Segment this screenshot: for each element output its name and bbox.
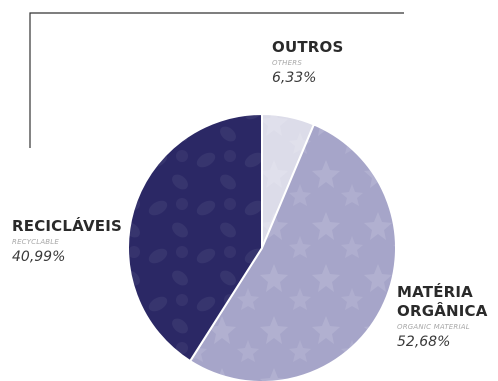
slice-materia-organica <box>188 123 397 381</box>
materia-sublabel: ORGANIC MATERIAL <box>397 323 470 331</box>
materia-name-line1: MATÉRIA <box>397 283 473 301</box>
label-materia-organica: MATÉRIA ORGÂNICA ORGANIC MATERIAL 52,68% <box>397 283 488 351</box>
slice-reciclaveis <box>127 112 263 363</box>
reciclaveis-name: RECICLÁVEIS <box>12 217 122 235</box>
pie-slices <box>127 112 397 381</box>
outros-name: OUTROS <box>272 38 344 56</box>
materia-percent: 52,68% <box>397 334 451 350</box>
materia-name-line2: ORGÂNICA <box>397 302 488 320</box>
reciclaveis-percent: 40,99% <box>12 249 66 265</box>
slice-materia-organica-texture <box>188 123 397 381</box>
frame-line <box>29 12 404 148</box>
label-reciclaveis: RECICLÁVEIS RECYCLABLE 40,99% <box>12 217 122 266</box>
reciclaveis-sublabel: RECYCLABLE <box>12 238 60 246</box>
label-outros: OUTROS OTHERS 6,33% <box>272 38 343 87</box>
outros-percent: 6,33% <box>272 70 317 86</box>
slice-reciclaveis-texture <box>127 112 263 363</box>
outros-sublabel: OTHERS <box>272 59 302 67</box>
